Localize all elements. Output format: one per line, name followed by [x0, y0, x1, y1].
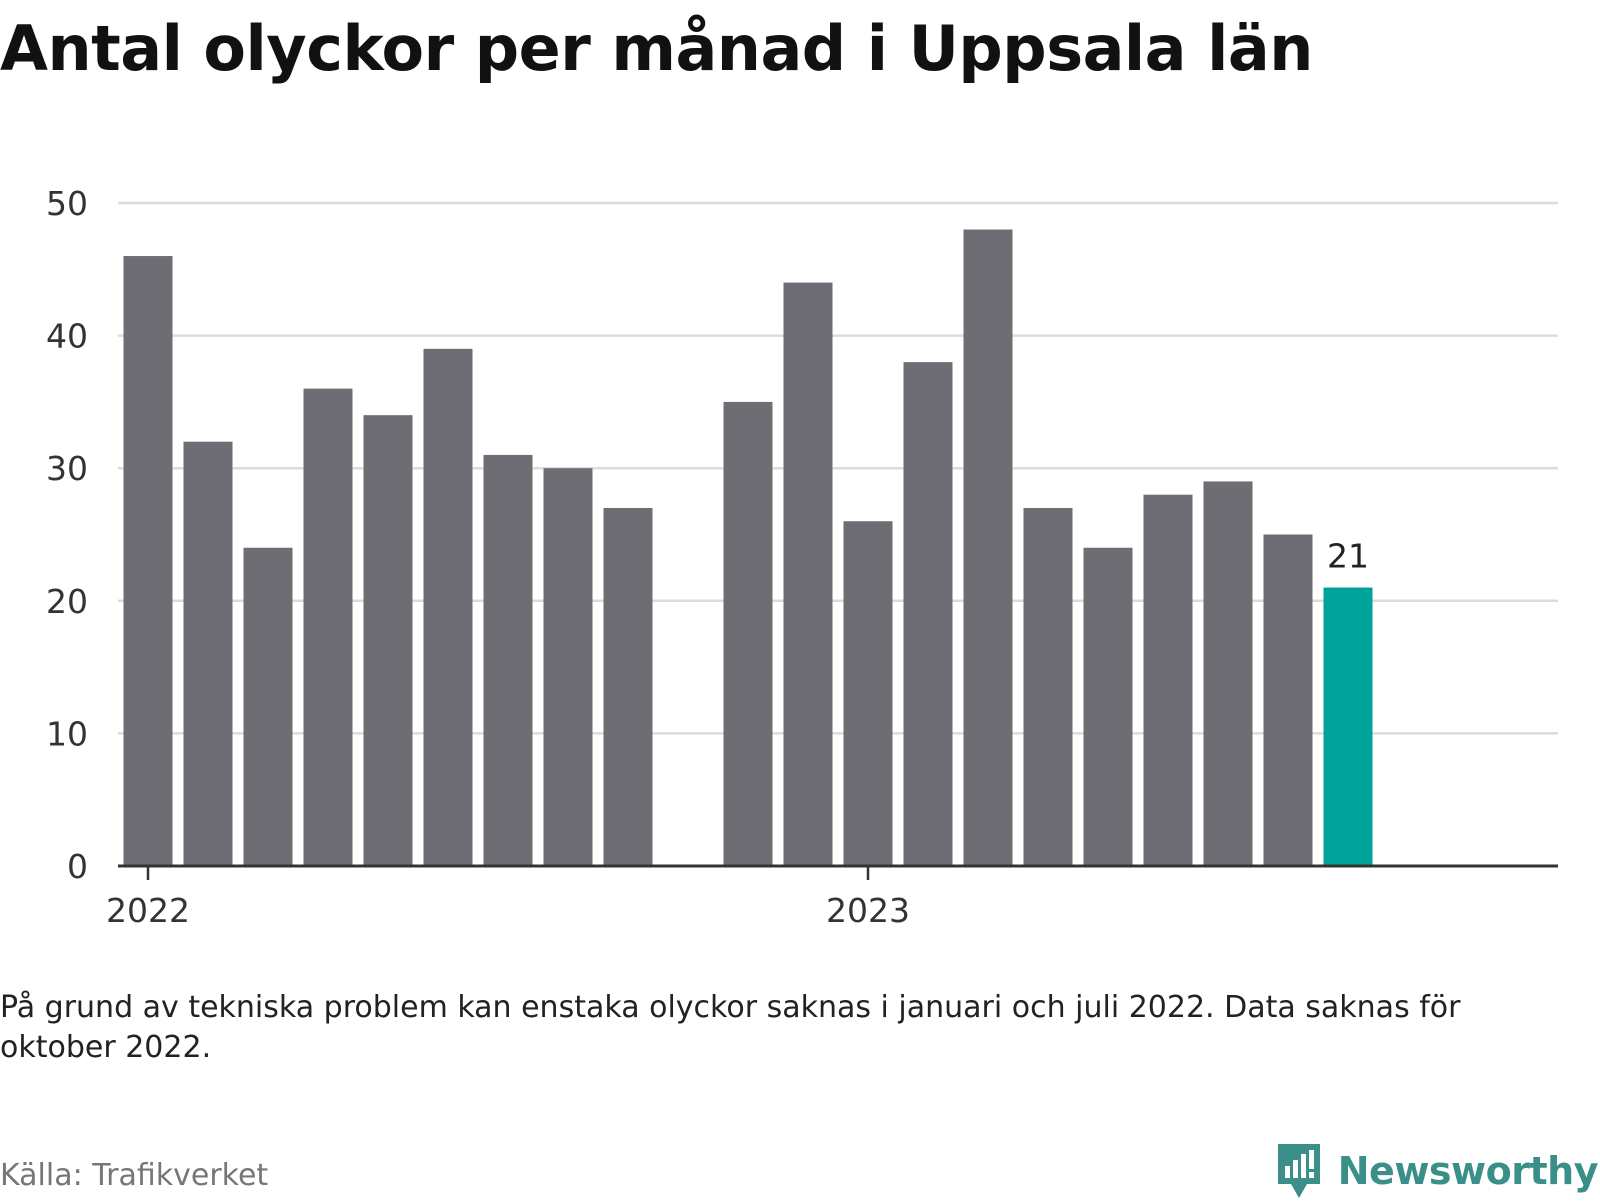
- data-labels: 21: [1327, 537, 1369, 576]
- bar: [603, 507, 653, 866]
- footnote: På grund av tekniska problem kan enstaka…: [0, 990, 1461, 1065]
- source-note: Källa: Trafikverket: [0, 1158, 269, 1193]
- bar: [723, 401, 773, 866]
- bar: [543, 468, 593, 866]
- x-axis-ticks: 2022 2023: [106, 866, 910, 930]
- bar: [183, 441, 233, 866]
- y-tick-label: 0: [67, 847, 88, 886]
- y-axis-ticks: 0 10 20 30 40 50: [46, 184, 88, 886]
- grid-lines: [118, 201, 1558, 735]
- x-tick-label: 2022: [106, 891, 190, 930]
- brand-name: Newsworthy: [1337, 1149, 1599, 1193]
- bar: [783, 282, 833, 866]
- bar: [1263, 534, 1313, 866]
- bars: [123, 229, 1373, 866]
- bar: [903, 362, 953, 866]
- bar: [303, 388, 353, 866]
- bar: [363, 415, 413, 866]
- bar: [963, 229, 1013, 866]
- bar: [1083, 547, 1133, 866]
- bar: [1143, 494, 1193, 866]
- chart-title: Antal olyckor per månad i Uppsala län: [0, 12, 1313, 85]
- y-tick-label: 50: [46, 184, 88, 223]
- data-label: 21: [1327, 537, 1369, 576]
- newsworthy-logo-icon: [1277, 1144, 1320, 1198]
- y-tick-label: 10: [46, 714, 88, 753]
- brand-logo[interactable]: Newsworthy: [1274, 1140, 1599, 1202]
- y-tick-label: 40: [46, 317, 88, 356]
- bar: [1203, 481, 1253, 866]
- bar: [1023, 507, 1073, 866]
- y-tick-label: 20: [46, 582, 88, 621]
- bar: [483, 454, 533, 866]
- y-tick-label: 30: [46, 449, 88, 488]
- bar: [123, 256, 173, 866]
- highlight-bar: [1323, 587, 1373, 866]
- bar: [243, 547, 293, 866]
- bar: [843, 521, 893, 866]
- x-tick-label: 2023: [826, 891, 910, 930]
- bar: [423, 348, 473, 866]
- bar-chart: 0 10 20 30 40 50 21 2022 2023: [46, 184, 1558, 930]
